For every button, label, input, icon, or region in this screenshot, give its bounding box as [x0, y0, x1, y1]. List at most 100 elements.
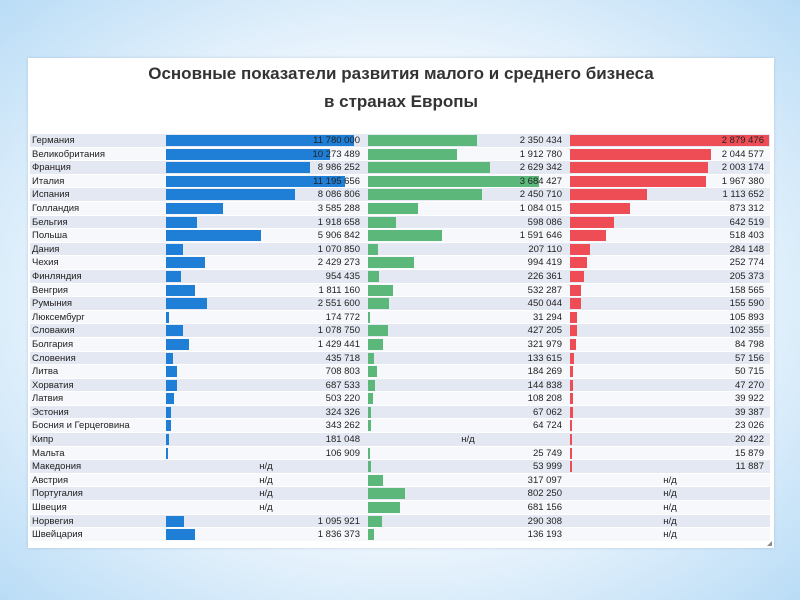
- row-background: [30, 310, 770, 324]
- row-background: [30, 378, 770, 392]
- series-3-value: 1 113 652: [722, 189, 764, 201]
- series-1-cell: 1 429 441: [166, 338, 366, 351]
- series-3-bar: [570, 202, 630, 214]
- series-2-value: 2 629 342: [519, 162, 562, 174]
- series-3-cell: 155 590: [570, 297, 770, 310]
- row-background: [30, 392, 770, 405]
- country-label: Португалия: [32, 488, 83, 500]
- series-1-value: 1 836 373: [317, 529, 360, 541]
- series-1-bar: [166, 162, 310, 174]
- series-1-cell: 687 533: [166, 379, 366, 392]
- row-background: [30, 365, 770, 378]
- table-row: Бельгия 1 918 658 598 086 642 519: [30, 215, 770, 230]
- country-label: Швеция: [32, 502, 67, 514]
- country-label: Голландия: [32, 202, 80, 214]
- series-1-cell: 3 585 288: [166, 202, 366, 215]
- series-2-cell: 317 097: [368, 474, 568, 487]
- country-label: Финляндия: [32, 270, 82, 282]
- series-2-cell: 994 419: [368, 256, 568, 269]
- series-3-cell: 2 879 476: [570, 134, 770, 147]
- series-3-value: 1 967 380: [721, 175, 764, 187]
- series-3-cell: 11 887: [570, 460, 770, 473]
- series-1-value: 8 986 252: [317, 162, 360, 174]
- data-table: Германия 11 780 000 2 350 434 2 879 476 Вели…: [30, 134, 770, 542]
- table-row: Голландия 3 585 288 1 084 015 873 312: [30, 201, 770, 216]
- series-1-value: 11 780 000: [313, 135, 360, 146]
- series-3-cell: 518 403: [570, 229, 770, 242]
- series-1-cell: н/д: [166, 460, 366, 473]
- table-row: Испания 8 086 806 2 450 710 1 113 652: [30, 188, 770, 202]
- series-3-bar: [570, 366, 573, 378]
- row-background: [30, 297, 770, 310]
- series-1-cell: 708 803: [166, 365, 366, 378]
- country-label: Кипр: [32, 434, 54, 446]
- table-row: Чехия 2 429 273 994 419 252 774: [30, 256, 770, 270]
- country-label: Германия: [32, 135, 75, 146]
- table-row: Франция 8 986 252 2 629 342 2 003 174: [30, 161, 770, 175]
- series-1-bar: [166, 379, 177, 391]
- series-2-value: 427 205: [527, 325, 562, 337]
- series-1-value: 2 551 600: [317, 298, 360, 310]
- series-1-value: 3 585 288: [317, 202, 360, 214]
- country-label: Македония: [32, 461, 82, 473]
- series-3-cell: 205 373: [570, 270, 770, 283]
- series-2-value: 1 084 015: [519, 202, 562, 214]
- series-3-bar: [570, 338, 576, 350]
- series-3-bar: [570, 257, 587, 269]
- series-1-cell: 2 429 273: [166, 256, 366, 269]
- series-1-cell: 1 918 658: [166, 216, 366, 229]
- series-1-value: 435 718: [325, 352, 360, 364]
- country-label: Мальта: [32, 447, 65, 459]
- country-label: Дания: [32, 243, 60, 255]
- country-label: Австрия: [32, 474, 69, 486]
- slide: Основные показатели развития малого и ср…: [28, 58, 774, 548]
- series-1-cell: 106 909: [166, 447, 366, 460]
- series-2-cell: 67 062: [368, 406, 568, 419]
- series-2-bar: [368, 420, 371, 432]
- series-3-value: 57 156: [734, 352, 764, 364]
- row-background: [30, 514, 770, 528]
- series-3-cell: н/д: [570, 515, 770, 528]
- series-1-bar: [166, 311, 169, 323]
- row-background: [30, 419, 770, 433]
- row-background: [30, 324, 770, 337]
- series-1-value: 954 435: [325, 270, 360, 282]
- na-label: н/д: [663, 474, 677, 486]
- series-2-cell: 2 629 342: [368, 161, 568, 174]
- country-label: Люксембург: [32, 311, 85, 323]
- table-row: Кипр 181 048 н/д 20 422: [30, 433, 770, 447]
- series-3-cell: н/д: [570, 501, 770, 514]
- na-label: н/д: [663, 515, 677, 527]
- series-3-cell: 102 355: [570, 324, 770, 337]
- series-1-value: 503 220: [325, 393, 360, 405]
- table-row: Португалия н/д 802 250 н/д: [30, 487, 770, 501]
- series-1-cell: 5 906 842: [166, 229, 366, 242]
- series-1-value: 1 070 850: [317, 243, 360, 255]
- series-1-value: 10 273 489: [312, 148, 360, 160]
- series-3-bar: [570, 352, 574, 364]
- series-3-cell: 15 879: [570, 447, 770, 460]
- country-label: Италия: [32, 175, 65, 187]
- row-background: [30, 446, 770, 460]
- na-label: н/д: [259, 474, 273, 486]
- series-1-value: 11 195 656: [313, 175, 360, 187]
- series-2-value: 317 097: [527, 474, 562, 486]
- country-label: Чехия: [32, 257, 59, 269]
- series-2-cell: 290 308: [368, 515, 568, 528]
- series-2-value: 226 361: [527, 270, 562, 282]
- series-2-cell: 681 156: [368, 501, 568, 514]
- series-3-bar: [570, 148, 711, 160]
- series-1-value: 5 906 842: [317, 230, 360, 242]
- series-2-bar: [368, 406, 371, 418]
- series-1-value: 343 262: [325, 420, 360, 432]
- country-label: Словения: [32, 352, 76, 364]
- table-row: Македония н/д 53 999 11 887: [30, 460, 770, 474]
- series-1-bar: [166, 420, 171, 432]
- table-row: Италия 11 195 656 3 684 427 1 967 380: [30, 174, 770, 189]
- series-2-value: 1 912 780: [519, 148, 562, 160]
- series-2-bar: [368, 298, 389, 310]
- series-3-bar: [570, 175, 706, 187]
- series-2-cell: 53 999: [368, 460, 568, 473]
- series-3-cell: 47 270: [570, 379, 770, 392]
- series-2-value: 290 308: [527, 515, 562, 527]
